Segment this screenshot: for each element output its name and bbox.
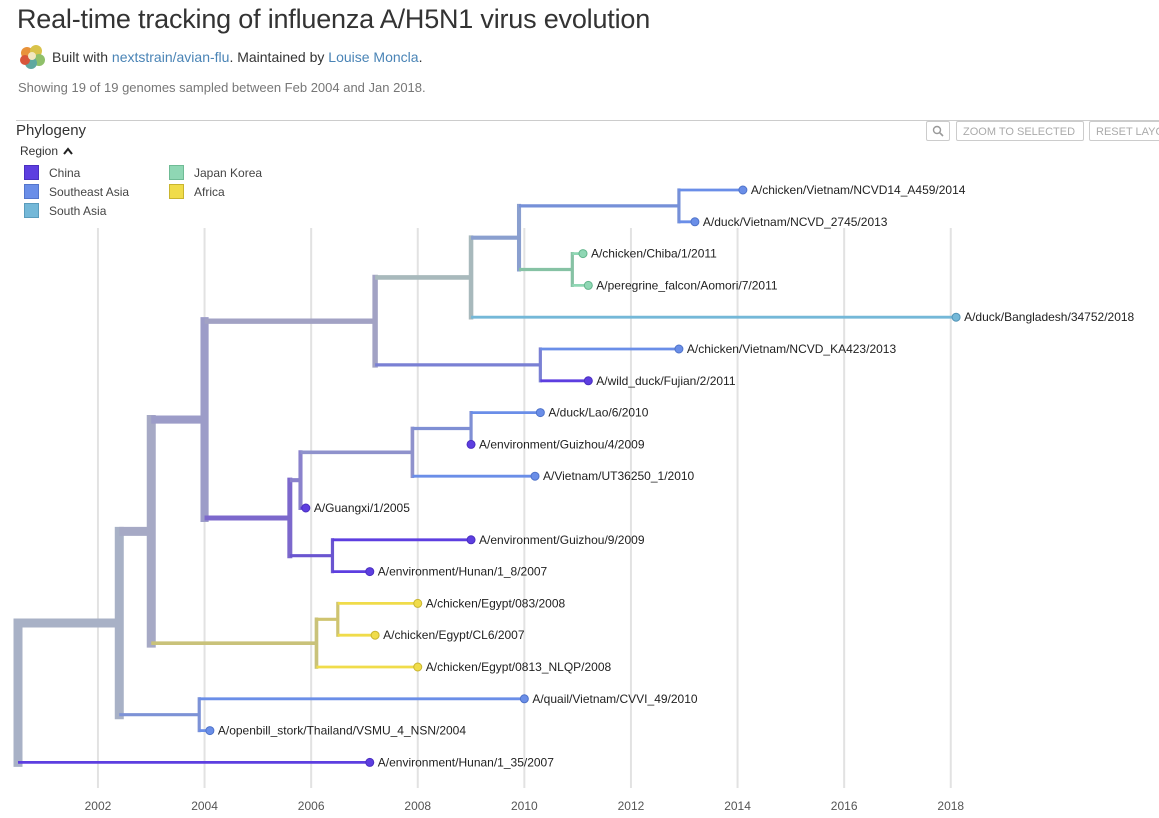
- legend-toggle[interactable]: Region: [20, 144, 74, 158]
- legend-swatch: [24, 184, 39, 199]
- page-title: Real-time tracking of influenza A/H5N1 v…: [17, 4, 651, 34]
- nextstrain-link[interactable]: nextstrain/avian-flu: [111, 49, 230, 65]
- tip-label: A/environment/Guizhou/9/2009: [479, 533, 645, 547]
- legend-swatch: [169, 184, 184, 199]
- tip-label: A/wild_duck/Fujian/2/2011: [596, 374, 736, 388]
- tip-node[interactable]: [519, 694, 529, 704]
- tip-node[interactable]: [413, 662, 423, 672]
- tip-label: A/chicken/Chiba/1/2011: [591, 247, 717, 261]
- divider: [16, 120, 1159, 121]
- x-tick-label: 2002: [85, 799, 112, 813]
- tip-node[interactable]: [365, 757, 375, 767]
- tip-label: A/environment/Guizhou/4/2009: [479, 437, 645, 451]
- tip-node[interactable]: [674, 344, 684, 354]
- byline-end: .: [418, 49, 423, 65]
- tip-label: A/chicken/Vietnam/NCVD14_A459/2014: [751, 183, 966, 197]
- x-tick-label: 2018: [937, 799, 964, 813]
- legend-label: Southeast Asia: [49, 184, 130, 199]
- maintained-text: . Maintained by: [229, 49, 325, 65]
- tip-label: A/peregrine_falcon/Aomori/7/2011: [596, 278, 778, 292]
- panel-title: Phylogeny: [16, 122, 87, 139]
- tip-node[interactable]: [370, 630, 380, 640]
- x-tick-label: 2004: [191, 799, 218, 813]
- legend-swatch: [24, 165, 39, 180]
- tip-node[interactable]: [205, 726, 215, 736]
- legend-item-africa[interactable]: Africa: [169, 184, 225, 199]
- dataset-summary: Showing 19 of 19 genomes sampled between…: [18, 80, 426, 95]
- tip-node[interactable]: [530, 471, 540, 481]
- tip-label: A/environment/Hunan/1_8/2007: [378, 565, 548, 579]
- x-tick-label: 2006: [298, 799, 325, 813]
- magnifier-icon: [932, 125, 944, 137]
- tip-label: A/chicken/Egypt/0813_NLQP/2008: [426, 660, 612, 674]
- legend-label: China: [49, 165, 81, 180]
- legend-item-southeast-asia[interactable]: Southeast Asia: [24, 184, 129, 199]
- tip-label: A/duck/Vietnam/NCVD_2745/2013: [703, 215, 888, 229]
- x-tick-label: 2010: [511, 799, 538, 813]
- maintainer-link[interactable]: Louise Moncla: [328, 49, 419, 65]
- tip-label: A/duck/Bangladesh/34752/2018: [964, 310, 1134, 324]
- tip-label: A/openbill_stork/Thailand/VSMU_4_NSN/200…: [218, 724, 466, 738]
- tip-node[interactable]: [466, 535, 476, 545]
- x-tick-label: 2016: [831, 799, 858, 813]
- tip-node[interactable]: [535, 408, 545, 418]
- tip-label: A/quail/Vietnam/CVVI_49/2010: [532, 692, 698, 706]
- tip-node[interactable]: [583, 280, 593, 290]
- legend-item-japan-korea[interactable]: Japan Korea: [169, 165, 262, 180]
- reset-layout-button[interactable]: RESET LAYOUT: [1089, 121, 1159, 141]
- legend-label: South Asia: [49, 203, 107, 218]
- tip-label: A/Guangxi/1/2005: [314, 501, 410, 515]
- tip-node[interactable]: [413, 598, 423, 608]
- tip-label: A/chicken/Egypt/083/2008: [426, 596, 566, 610]
- legend-item-south-asia[interactable]: South Asia: [24, 203, 106, 218]
- legend-item-china[interactable]: China: [24, 165, 80, 180]
- legend-swatch: [169, 165, 184, 180]
- tip-label: A/duck/Lao/6/2010: [548, 406, 648, 420]
- tip-node[interactable]: [365, 567, 375, 577]
- legend-swatch: [24, 203, 39, 218]
- tip-node[interactable]: [583, 376, 593, 386]
- legend-title: Region: [20, 144, 59, 158]
- tip-node[interactable]: [301, 503, 311, 513]
- x-tick-label: 2012: [618, 799, 645, 813]
- tip-node[interactable]: [951, 312, 961, 322]
- x-tick-label: 2014: [724, 799, 751, 813]
- legend-label: Africa: [194, 184, 225, 199]
- chevron-up-icon: [63, 147, 73, 155]
- tip-node[interactable]: [466, 439, 476, 449]
- tip-label: A/chicken/Egypt/CL6/2007: [383, 628, 525, 642]
- tip-label: A/chicken/Vietnam/NCVD_KA423/2013: [687, 342, 897, 356]
- tree-search-button[interactable]: [926, 121, 950, 141]
- zoom-to-selected-button[interactable]: ZOOM TO SELECTED: [956, 121, 1084, 141]
- tip-node[interactable]: [690, 217, 700, 227]
- built-with-text: Built with: [52, 49, 109, 65]
- nextstrain-logo-icon: [20, 45, 45, 69]
- tip-label: A/Vietnam/UT36250_1/2010: [543, 469, 695, 483]
- legend-label: Japan Korea: [194, 165, 263, 180]
- byline: Built with nextstrain/avian-flu. Maintai…: [18, 44, 422, 70]
- tip-label: A/environment/Hunan/1_35/2007: [378, 755, 554, 769]
- tip-node[interactable]: [578, 249, 588, 259]
- tip-node[interactable]: [738, 185, 748, 195]
- x-tick-label: 2008: [404, 799, 431, 813]
